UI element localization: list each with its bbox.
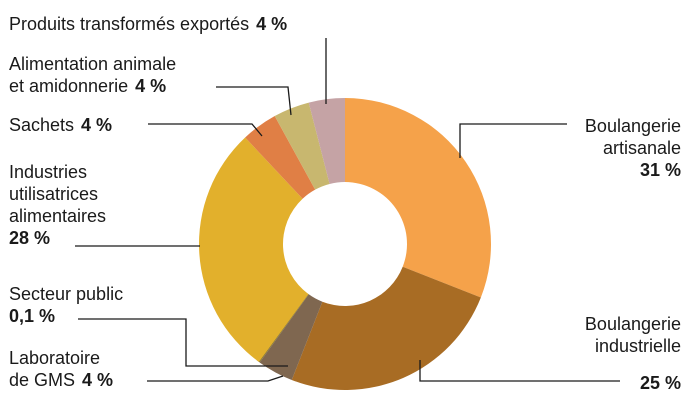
slice-value-label: 4 % bbox=[135, 76, 166, 96]
slice-1 bbox=[291, 266, 481, 391]
slice-label-line: Industries bbox=[9, 162, 87, 182]
slice-value-label: 4 % bbox=[81, 115, 112, 135]
slice-label-line: Produits transformés exportés 4 % bbox=[9, 14, 287, 34]
slice-label-line: Laboratoire bbox=[9, 348, 100, 368]
slice-2 bbox=[259, 294, 323, 380]
slice-value-label: 4 % bbox=[82, 370, 113, 390]
leader-line-6 bbox=[216, 86, 292, 116]
slices-layer bbox=[199, 98, 491, 391]
slice-value-label: 0,1 % bbox=[9, 306, 55, 326]
slice-label-line: industrielle bbox=[595, 336, 681, 356]
slice-0 bbox=[345, 98, 491, 298]
slice-label-line: alimentaires bbox=[9, 206, 106, 226]
slice-label-line: artisanale bbox=[603, 138, 681, 158]
slice-label-line: et amidonnerie 4 % bbox=[9, 76, 166, 96]
slice-label-5: Sachets 4 % bbox=[9, 115, 112, 135]
slice-label-line: Boulangerie bbox=[585, 116, 681, 136]
leader-line-0 bbox=[459, 123, 567, 158]
slice-label-line: utilisatrices bbox=[9, 184, 98, 204]
slice-label-line: Alimentation animale bbox=[9, 54, 176, 74]
slice-label-line: Sachets 4 % bbox=[9, 115, 112, 135]
slice-value-label: 31 % bbox=[640, 160, 681, 180]
slice-5 bbox=[245, 116, 316, 199]
slice-label-line: Boulangerie bbox=[585, 314, 681, 334]
slice-value-label: 4 % bbox=[256, 14, 287, 34]
leader-line-5 bbox=[148, 123, 263, 137]
slice-value-label: 28 % bbox=[9, 228, 50, 248]
slice-value-label: 25 % bbox=[640, 373, 681, 393]
leader-line-2 bbox=[147, 375, 284, 382]
leader-lines-layer bbox=[75, 38, 620, 382]
slice-label-line: Secteur public bbox=[9, 284, 123, 304]
leader-line-1 bbox=[419, 360, 620, 382]
slice-4 bbox=[199, 137, 309, 362]
slice-label-line: de GMS 4 % bbox=[9, 370, 113, 390]
slice-7 bbox=[308, 98, 345, 184]
slice-label-7: Produits transformés exportés 4 % bbox=[9, 14, 287, 34]
slice-6 bbox=[274, 102, 330, 190]
leader-line-3 bbox=[78, 318, 288, 367]
